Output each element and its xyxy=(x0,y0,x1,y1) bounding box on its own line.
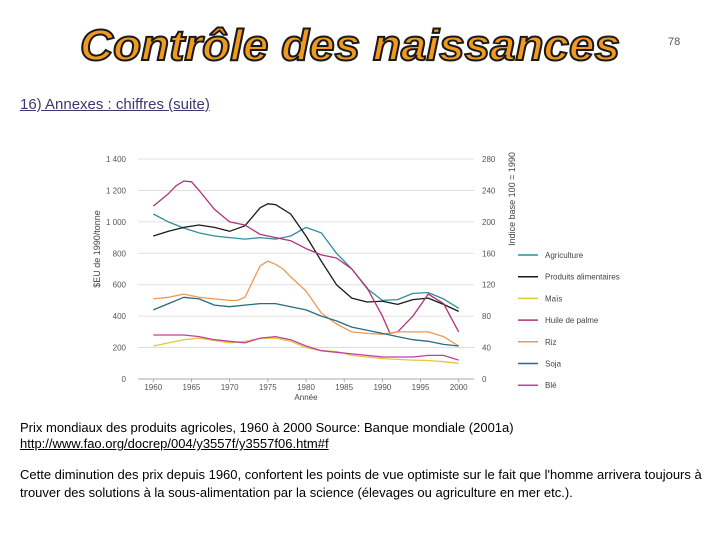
legend-label: Soja xyxy=(545,360,562,369)
page-number: 78 xyxy=(668,36,681,48)
x-tick-label: 2000 xyxy=(450,383,468,392)
x-tick-label: 1995 xyxy=(412,383,430,392)
series-line-agriculture xyxy=(153,213,460,309)
source-link[interactable]: http://www.fao.org/docrep/004/y3557f/y35… xyxy=(20,436,329,451)
legend-label: Huile de palme xyxy=(545,316,599,325)
y-tick-label: 600 xyxy=(113,281,127,290)
y-tick-label: 800 xyxy=(113,249,127,258)
x-axis-label: Année xyxy=(294,393,318,400)
x-tick-label: 1965 xyxy=(183,383,201,392)
y-tick-label: 400 xyxy=(113,312,127,321)
series-line-bl- xyxy=(153,334,459,361)
y2-tick-label: 200 xyxy=(482,218,496,227)
legend-label: Produits alimentaires xyxy=(545,273,620,282)
legend-label: Agriculture xyxy=(545,251,584,260)
y2-tick-label: 240 xyxy=(482,186,496,195)
price-chart-svg: 0 0 200 40 400 80 600 120 800 160 1 000 200 1 200 240… xyxy=(92,152,620,402)
caption-text: Prix mondiaux des produits agricoles, 19… xyxy=(20,420,514,435)
y-tick-label: 1 400 xyxy=(106,155,127,164)
legend-label: Maïs xyxy=(545,294,562,303)
legend-label: Blé xyxy=(545,381,557,390)
x-tick-label: 1970 xyxy=(221,383,239,392)
price-chart: 0 0 200 40 400 80 600 120 800 160 1 000 200 1 200 240… xyxy=(86,145,646,402)
series-line-produits-alimentaires xyxy=(153,203,459,312)
series-line-huile-de-palme xyxy=(152,180,460,335)
x-tick-label: 1985 xyxy=(335,383,353,392)
y-tick-label: 1 000 xyxy=(106,218,127,227)
series-line-soja xyxy=(153,296,459,347)
y2-tick-label: 280 xyxy=(482,155,496,164)
x-tick-label: 1990 xyxy=(373,383,391,392)
y2-tick-label: 160 xyxy=(482,249,496,258)
y2-tick-label: 40 xyxy=(482,344,491,353)
y2-axis-label: Indice base 100 = 1990 xyxy=(507,152,517,246)
body-paragraph: Cette diminution des prix depuis 1960, c… xyxy=(20,467,702,500)
slide-title: Contrôle des naissances xyxy=(70,6,630,76)
y-tick-label: 0 xyxy=(122,375,127,384)
y-tick-label: 1 200 xyxy=(106,186,127,195)
y2-tick-label: 0 xyxy=(482,375,487,384)
slide-title-text: Contrôle des naissances xyxy=(80,21,620,70)
section-heading: 16) Annexes : chiffres (suite) xyxy=(20,96,210,113)
y2-tick-label: 80 xyxy=(482,312,491,321)
x-tick-label: 1980 xyxy=(297,383,315,392)
y-tick-label: 200 xyxy=(113,344,127,353)
y-axis-label: $EU de 1990/tonne xyxy=(92,210,102,288)
series-line-ma-s xyxy=(153,337,459,364)
y2-tick-label: 120 xyxy=(482,281,496,290)
chart-caption: Prix mondiaux des produits agricoles, 19… xyxy=(20,420,710,452)
legend-label: Riz xyxy=(545,338,557,347)
series-line-riz xyxy=(153,260,460,347)
x-tick-label: 1960 xyxy=(144,383,162,392)
x-tick-label: 1975 xyxy=(259,383,277,392)
